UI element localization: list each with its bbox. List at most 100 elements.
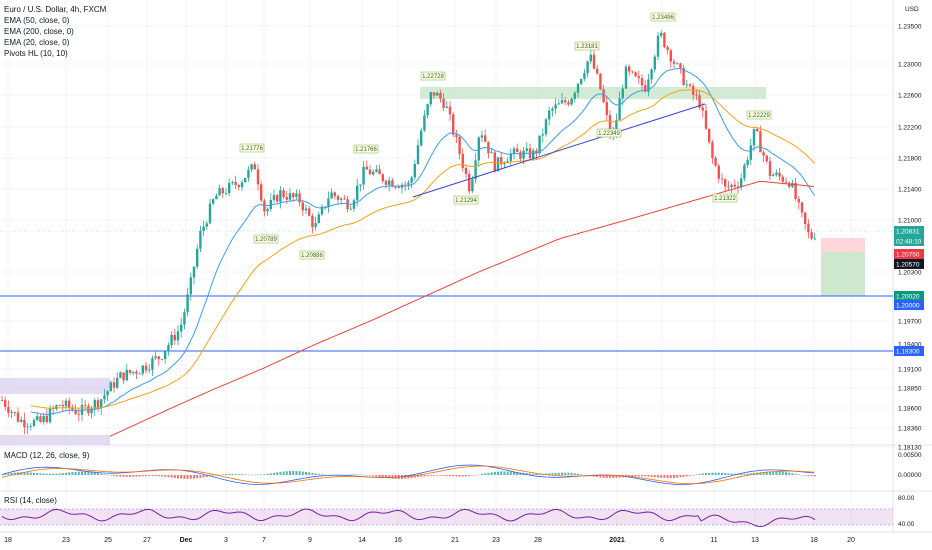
macd-hist-92 xyxy=(295,471,298,475)
ema200-line xyxy=(109,180,815,437)
candle-body-128 xyxy=(410,177,413,183)
candle-body-127 xyxy=(407,182,410,185)
macd-hist-86 xyxy=(276,472,279,475)
macd-hist-232 xyxy=(743,473,746,475)
macd-hist-229 xyxy=(733,473,736,475)
macd-hist-150 xyxy=(481,474,483,475)
indicator-ema200[interactable]: EMA (200, close, 0) xyxy=(4,27,74,36)
macd-hist-177 xyxy=(567,472,570,475)
macd-hist-110 xyxy=(353,474,355,475)
macd-hist-66 xyxy=(212,475,215,476)
candle-body-137 xyxy=(439,92,442,99)
macd-hist-182 xyxy=(583,474,586,476)
candle-body-4 xyxy=(13,411,16,413)
macd-hist-21 xyxy=(68,472,71,475)
macd-hist-137 xyxy=(439,475,442,476)
macd-hist-196 xyxy=(628,475,631,477)
macd-hist-29 xyxy=(93,472,96,475)
candle-body-232 xyxy=(743,164,746,179)
macd-hist-63 xyxy=(202,475,205,478)
candle-body-115 xyxy=(368,169,372,175)
macd-hist-37 xyxy=(119,475,122,477)
candle-body-89 xyxy=(285,197,288,200)
price-label-2: 1.20750 xyxy=(896,252,920,259)
candle-body-33 xyxy=(106,391,109,396)
macd-hist-73 xyxy=(234,474,237,475)
macd-hist-180 xyxy=(577,473,579,475)
pivot-box-4 xyxy=(420,71,446,81)
macd-hist-171 xyxy=(548,473,551,475)
candle-body-199 xyxy=(637,76,640,79)
candle-body-220 xyxy=(704,110,708,129)
indicator-pivots[interactable]: Pivots HL (10, 10) xyxy=(4,49,68,58)
candle-body-70 xyxy=(224,193,228,195)
price-tick-12: 1.18600 xyxy=(898,406,922,413)
macd-hist-74 xyxy=(237,474,240,475)
macd-hist-220 xyxy=(705,473,707,475)
macd-hist-93 xyxy=(298,471,301,475)
price-label-3: 1.20570 xyxy=(896,262,920,269)
macd-hist-2 xyxy=(7,473,10,475)
macd-hist-28 xyxy=(90,472,93,475)
macd-hist-23 xyxy=(74,471,77,475)
candle-body-131 xyxy=(420,130,423,146)
macd-hist-89 xyxy=(285,471,288,475)
candle-body-238 xyxy=(762,152,765,156)
macd-hist-117 xyxy=(375,475,378,477)
pivot-box-8 xyxy=(650,12,676,22)
macd-hist-175 xyxy=(561,472,563,475)
candle-body-229 xyxy=(733,184,736,187)
price-label-bg-1 xyxy=(894,236,924,246)
macd-hist-157 xyxy=(503,471,506,475)
candle-body-49 xyxy=(157,356,160,360)
candle-body-65 xyxy=(208,203,212,224)
candle-body-181 xyxy=(580,79,583,84)
macd-hist-3 xyxy=(10,472,13,475)
macd-hist-231 xyxy=(740,473,743,475)
candle-body-253 xyxy=(810,232,813,239)
macd-hist-226 xyxy=(724,473,727,475)
macd-hist-241 xyxy=(772,471,775,475)
candle-body-85 xyxy=(272,195,276,200)
macd-hist-75 xyxy=(241,474,243,475)
macd-hist-164 xyxy=(525,473,528,475)
macd-hist-174 xyxy=(557,472,560,475)
price-label-bg-2 xyxy=(894,249,924,259)
candle-body-100 xyxy=(320,206,324,215)
time-tick-5: 3 xyxy=(224,537,228,544)
pivot-box-7 xyxy=(574,41,600,51)
candle-body-140 xyxy=(448,106,452,115)
candle-body-177 xyxy=(567,102,570,105)
macd-axis-1: 0.00000 xyxy=(898,472,922,479)
macd-hist-238 xyxy=(762,471,765,475)
time-tick-4: Dec xyxy=(180,537,193,544)
candle-body-71 xyxy=(228,182,231,194)
price-tick-5: 1.21400 xyxy=(898,187,922,194)
candle-body-139 xyxy=(445,106,448,108)
demand-zone-bottom xyxy=(0,435,110,445)
indicator-ema20[interactable]: EMA (20, close, 0) xyxy=(4,38,70,47)
macd-hist-246 xyxy=(788,472,791,475)
indicator-ema50[interactable]: EMA (50, close, 0) xyxy=(4,16,70,25)
macd-hist-111 xyxy=(356,474,359,475)
macd-hist-17 xyxy=(55,473,58,475)
macd-hist-96 xyxy=(308,472,311,475)
candle-body-185 xyxy=(592,54,596,69)
candle-body-145 xyxy=(464,167,468,174)
candle-body-62 xyxy=(199,230,202,249)
macd-hist-155 xyxy=(497,471,499,475)
macd-hist-189 xyxy=(605,475,608,479)
candle-body-135 xyxy=(432,92,436,96)
candle-body-81 xyxy=(260,184,263,201)
macd-hist-203 xyxy=(650,475,653,477)
macd-hist-211 xyxy=(676,475,679,478)
candle-body-193 xyxy=(618,98,621,120)
macd-hist-219 xyxy=(701,473,704,475)
macd-label[interactable]: MACD (12, 26, close, 9) xyxy=(4,451,90,460)
candle-body-242 xyxy=(775,172,778,175)
candle-body-3 xyxy=(10,411,13,413)
rsi-label[interactable]: RSI (14, close) xyxy=(4,496,57,505)
resistance-zone xyxy=(420,87,766,99)
candle-body-178 xyxy=(570,98,573,105)
